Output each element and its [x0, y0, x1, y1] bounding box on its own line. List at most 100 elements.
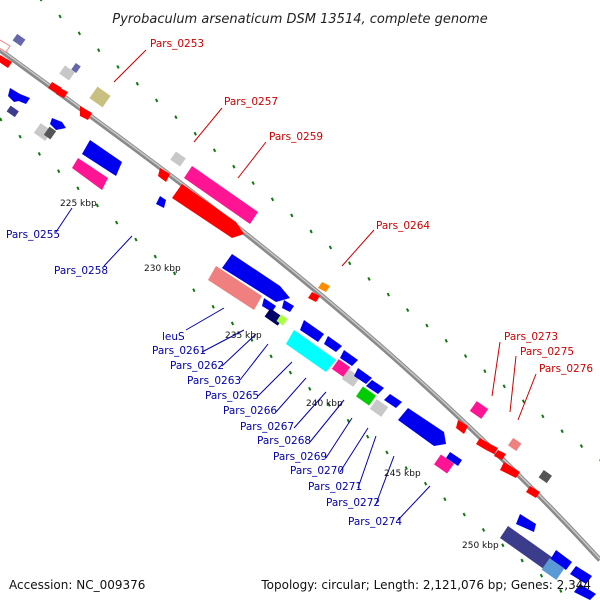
feature-forward — [476, 438, 490, 450]
gc-tick — [444, 338, 448, 343]
gc-tick — [483, 369, 487, 374]
gene-label-leus: leuS — [162, 331, 185, 343]
gc-tick — [404, 466, 408, 471]
feature-forward — [59, 65, 75, 81]
gc-tick — [579, 444, 584, 449]
feature-reverse — [570, 566, 592, 584]
kbp-marker-230: 230 kbp — [144, 264, 181, 274]
feature-reverse — [574, 584, 596, 600]
gene-label-pars-0259: Pars_0259 — [269, 131, 323, 143]
feature-forward — [71, 63, 81, 73]
gc-tick — [57, 169, 61, 174]
feature-reverse — [384, 394, 402, 408]
map-title: Pyrobaculum arsenaticum DSM 13514, compl… — [112, 12, 487, 27]
feature-reverse — [276, 314, 288, 326]
feature-reverse — [331, 359, 351, 377]
gc-tick — [154, 98, 159, 103]
feature-reverse — [6, 105, 19, 118]
kbp-marker-235: 235 kbp — [225, 331, 262, 341]
feature-forward — [184, 166, 258, 224]
gc-tick — [346, 418, 350, 423]
gene-label-pars-0272: Pars_0272 — [326, 497, 380, 509]
gene-label-pars-0268: Pars_0268 — [257, 435, 311, 447]
gc-tick — [443, 497, 447, 502]
feature-forward — [0, 55, 12, 68]
gene-label-pars-0275: Pars_0275 — [520, 346, 574, 358]
kbp-marker-250: 250 kbp — [462, 541, 499, 551]
feature-reverse — [286, 330, 336, 372]
feature-reverse — [82, 140, 122, 176]
feature-reverse — [550, 550, 572, 570]
feature-reverse — [341, 369, 361, 387]
gene-label-pars-0258: Pars_0258 — [54, 265, 108, 277]
feature-reverse — [262, 298, 276, 312]
feature-forward — [170, 151, 186, 167]
gc-tick — [366, 434, 370, 439]
feature-reverse — [369, 399, 389, 417]
gene-label-pars-0276: Pars_0276 — [539, 363, 593, 375]
feature-forward — [486, 444, 498, 454]
gc-tick — [539, 573, 544, 578]
gc-tick — [172, 271, 177, 276]
feature-reverse — [500, 526, 556, 572]
feature-reverse — [541, 558, 565, 580]
feature-reverse — [156, 196, 166, 208]
feature-reverse — [16, 94, 30, 104]
gc-tick — [232, 164, 236, 169]
feature-reverse — [282, 300, 294, 312]
gc-tick — [77, 31, 82, 36]
gc-tick — [192, 288, 196, 293]
gc-tick — [423, 481, 428, 486]
genome-backbone — [0, 47, 600, 562]
feature-forward — [172, 184, 244, 238]
gc-tick — [462, 512, 466, 517]
feature-reverse — [356, 386, 376, 406]
gc-tick — [560, 429, 564, 434]
feature-reverse — [43, 126, 57, 140]
gene-label-pars-0255: Pars_0255 — [6, 229, 60, 241]
gc-tick — [290, 213, 294, 218]
feature-forward — [80, 106, 92, 120]
feature-reverse — [50, 118, 66, 130]
gc-tick — [308, 386, 312, 391]
gene-label-pars-0263: Pars_0263 — [187, 375, 241, 387]
gene-label-pars-0270: Pars_0270 — [290, 465, 344, 477]
feature-reverse — [300, 320, 324, 342]
feature-forward — [0, 39, 11, 53]
feature-reverse — [340, 350, 358, 366]
gene-label-pars-0266: Pars_0266 — [223, 405, 277, 417]
feature-forward — [89, 86, 111, 108]
gc-tick — [501, 543, 505, 548]
gc-tick — [97, 48, 101, 53]
feature-forward — [308, 292, 320, 302]
gc-tick — [251, 181, 255, 186]
kbp-marker-225: 225 kbp — [60, 199, 97, 209]
kbp-marker-240: 240 kbp — [306, 399, 343, 409]
reverse-features — [6, 88, 596, 600]
feature-reverse — [354, 368, 372, 384]
gene-label-pars-0253: Pars_0253 — [150, 38, 204, 50]
gene-label-pars-0273: Pars_0273 — [504, 331, 558, 343]
feature-reverse — [398, 408, 446, 446]
gc-tick — [502, 384, 506, 389]
gc-tick — [386, 292, 390, 297]
gc-tick — [0, 117, 3, 122]
gene-label-pars-0265: Pars_0265 — [205, 390, 259, 402]
feature-forward — [508, 437, 522, 451]
gc-tick — [211, 304, 215, 309]
gene-label-pars-0264: Pars_0264 — [376, 220, 430, 232]
gc-tick — [212, 148, 217, 153]
feature-reverse — [516, 514, 536, 532]
feature-forward — [469, 401, 489, 419]
gene-label-pars-0274: Pars_0274 — [348, 516, 402, 528]
gc-tick — [541, 414, 545, 419]
gc-tick — [328, 245, 333, 250]
gc-tick — [327, 402, 331, 407]
gc-tick — [481, 527, 486, 532]
feature-forward — [538, 470, 552, 484]
gc-tick — [348, 261, 352, 266]
topology-text: Topology: circular; Length: 2,121,076 bp… — [261, 578, 591, 592]
gene-label-pars-0257: Pars_0257 — [224, 96, 278, 108]
